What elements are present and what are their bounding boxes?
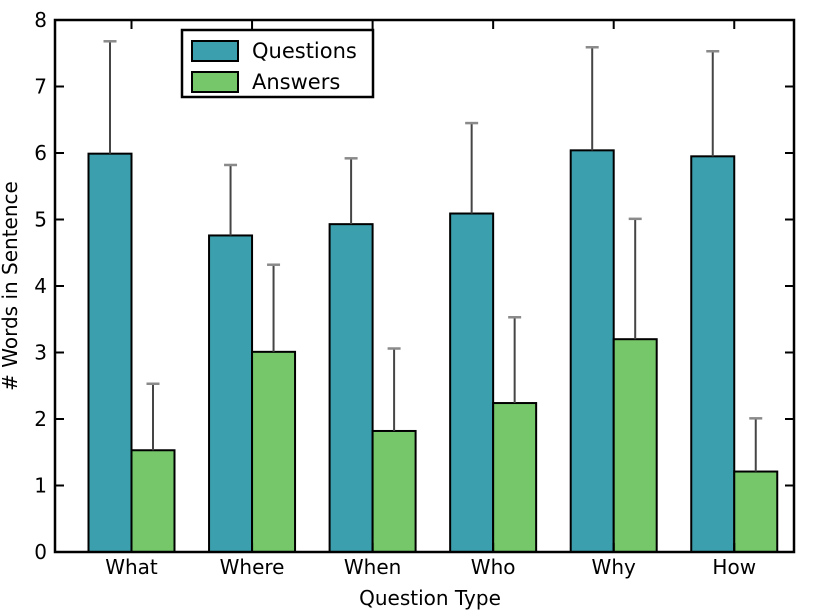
legend-label-answers: Answers xyxy=(252,70,340,94)
y-tick-label-3: 3 xyxy=(34,341,47,365)
bar-answers-what xyxy=(130,449,176,554)
bar-questions-when xyxy=(328,223,374,553)
errorbar-answers-what xyxy=(146,382,160,451)
errorbar-questions-who xyxy=(465,121,479,214)
y-tick-label-6: 6 xyxy=(34,141,47,165)
errorbar-answers-where xyxy=(267,263,281,352)
errorbar-answers-when xyxy=(387,347,401,431)
bar-answers-how xyxy=(733,470,779,553)
errorbar-answers-why xyxy=(628,217,642,340)
y-tick-label-7: 7 xyxy=(34,75,47,99)
y-tick-label-5: 5 xyxy=(34,208,47,232)
ticks-layer: 0 1 2 3 4 5 6 7 8 What Where When Who Why How xyxy=(34,8,794,579)
x-tick-label-when: When xyxy=(344,555,401,579)
errorbar-questions-when xyxy=(344,157,358,225)
legend-label-questions: Questions xyxy=(252,39,357,63)
errorbar-questions-where xyxy=(224,163,238,236)
y-axis-title: # Words in Sentence xyxy=(0,181,22,391)
bar-answers-who xyxy=(492,402,538,554)
y-tick-label-1: 1 xyxy=(34,474,47,498)
y-tick-label-0: 0 xyxy=(34,540,47,564)
legend-swatch-answers xyxy=(191,71,239,93)
x-axis-title: Question Type xyxy=(359,586,501,610)
bar-answers-why xyxy=(612,338,658,554)
error-bars-layer xyxy=(103,40,763,472)
errorbar-answers-how xyxy=(749,417,763,472)
legend: Questions Answers xyxy=(180,28,375,99)
bar-questions-where xyxy=(208,234,254,554)
errorbar-questions-how xyxy=(706,50,720,157)
errorbar-questions-what xyxy=(103,40,117,154)
x-tick-label-how: How xyxy=(712,555,756,579)
bars-layer xyxy=(87,149,779,554)
bar-questions-who xyxy=(449,212,495,553)
bar-questions-what xyxy=(87,152,133,553)
x-tick-label-who: Who xyxy=(471,555,516,579)
x-tick-label-where: Where xyxy=(220,555,285,579)
errorbar-questions-why xyxy=(585,46,599,151)
y-tick-label-8: 8 xyxy=(34,8,47,32)
x-tick-label-why: Why xyxy=(592,555,636,579)
y-tick-label-4: 4 xyxy=(34,274,47,298)
bar-questions-why xyxy=(569,149,615,553)
errorbar-answers-who xyxy=(508,316,522,404)
legend-swatch-questions xyxy=(191,40,239,62)
bar-questions-how xyxy=(690,155,736,553)
bar-answers-when xyxy=(371,429,417,553)
bar-answers-where xyxy=(251,350,297,553)
y-tick-label-2: 2 xyxy=(34,407,47,431)
x-tick-label-what: What xyxy=(105,555,158,579)
